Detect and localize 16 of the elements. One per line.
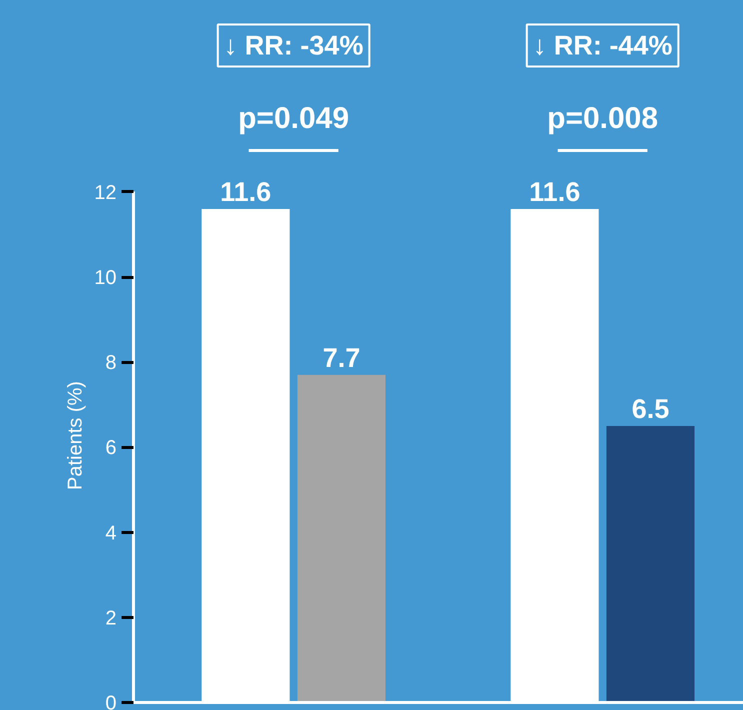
data-label: 11.6 [529, 177, 580, 207]
text: p=0.049 [238, 102, 350, 135]
y-tick-label: 0 [105, 692, 116, 710]
y-tick-label: 12 [94, 182, 117, 204]
text: ↓ RR: -44% [532, 30, 672, 60]
text: ↓ RR: -34% [224, 30, 364, 60]
y-tick-label: 2 [105, 607, 116, 630]
text: p=0.008 [547, 102, 658, 135]
y-tick-label: 4 [105, 522, 116, 544]
data-label: 11.6 [220, 177, 272, 207]
data-label: 6.5 [632, 394, 670, 424]
y-tick-label: 6 [105, 437, 116, 460]
data-label: 7.7 [322, 342, 360, 373]
y-tick-label: 10 [94, 267, 117, 290]
y-axis-title: Patients (%) [64, 381, 86, 490]
y-tick-label: 8 [105, 352, 116, 374]
